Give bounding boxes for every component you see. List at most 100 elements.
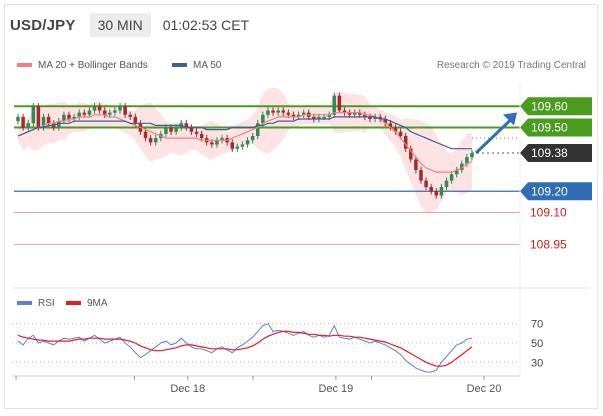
level-label-109.10: 109.10 bbox=[530, 206, 567, 220]
candle bbox=[465, 157, 469, 164]
candle bbox=[72, 116, 76, 119]
candle bbox=[82, 112, 87, 115]
candle bbox=[393, 127, 398, 132]
candle bbox=[444, 180, 449, 187]
candle bbox=[429, 187, 433, 192]
candle bbox=[312, 116, 316, 119]
ma50-line bbox=[17, 116, 472, 150]
candle bbox=[332, 95, 337, 115]
candle bbox=[220, 138, 224, 141]
nine-ma-legend-label: 9MA bbox=[87, 298, 108, 309]
candle bbox=[210, 142, 214, 145]
candle bbox=[46, 116, 51, 124]
rsi-legend-swatch bbox=[17, 301, 32, 305]
candle bbox=[363, 114, 367, 117]
ma50-legend-swatch bbox=[172, 63, 187, 67]
level-label-109.50: 109.50 bbox=[531, 121, 568, 135]
candle bbox=[215, 140, 219, 145]
bollinger-band bbox=[18, 87, 472, 214]
candle bbox=[164, 127, 168, 134]
candle bbox=[153, 138, 158, 143]
candle bbox=[102, 110, 107, 115]
candle bbox=[419, 170, 423, 181]
candle bbox=[97, 106, 102, 111]
candle bbox=[255, 123, 260, 136]
candle bbox=[235, 146, 240, 149]
candle bbox=[16, 116, 20, 122]
candle bbox=[31, 106, 36, 124]
candle bbox=[383, 119, 388, 124]
forecast-arrow bbox=[474, 118, 513, 155]
ma20-legend-swatch bbox=[17, 63, 32, 67]
timeframe-badge[interactable]: 30 MIN bbox=[89, 13, 151, 37]
candle bbox=[199, 133, 204, 139]
candle bbox=[123, 106, 127, 115]
candle bbox=[352, 112, 357, 115]
candle bbox=[271, 110, 275, 113]
ma20-legend-label: MA 20 + Bollinger Bands bbox=[38, 60, 148, 71]
chart-frame bbox=[4, 4, 598, 409]
candle bbox=[439, 187, 444, 196]
candle bbox=[460, 163, 464, 170]
candle bbox=[67, 114, 71, 119]
ma20-line bbox=[17, 111, 473, 173]
candle bbox=[21, 116, 25, 128]
ma50-legend-label: MA 50 bbox=[193, 60, 222, 71]
candle bbox=[276, 110, 280, 113]
candle bbox=[77, 112, 81, 117]
candle bbox=[26, 123, 30, 128]
level-label-109.20: 109.20 bbox=[531, 184, 568, 198]
rsi-tick-label: 30 bbox=[531, 357, 543, 369]
candle bbox=[36, 106, 41, 128]
x-tick-label: Dec 18 bbox=[170, 383, 205, 395]
candle bbox=[317, 116, 321, 119]
rsi-9ma-line bbox=[17, 330, 473, 367]
level-tag-109.60 bbox=[520, 97, 592, 116]
candle bbox=[434, 191, 439, 196]
candle bbox=[169, 127, 173, 132]
rsi-line bbox=[17, 323, 473, 373]
candle bbox=[92, 106, 97, 111]
candle bbox=[358, 112, 362, 115]
candle bbox=[261, 114, 265, 124]
candle bbox=[449, 174, 454, 181]
candle bbox=[296, 114, 301, 117]
chart-time: 01:02:53 CET bbox=[162, 17, 250, 33]
candle bbox=[148, 138, 153, 143]
candle bbox=[128, 114, 132, 117]
level-tag-109.20 bbox=[520, 182, 592, 201]
candle bbox=[143, 131, 148, 139]
level-label-109.60: 109.60 bbox=[531, 99, 568, 113]
candle bbox=[322, 116, 326, 119]
candle bbox=[327, 114, 331, 117]
candle bbox=[470, 153, 474, 158]
candle bbox=[174, 127, 178, 132]
level-label-108.95: 108.95 bbox=[530, 237, 567, 251]
level-tag-109.50 bbox=[520, 118, 592, 137]
level-tag-109.38 bbox=[520, 144, 592, 162]
x-tick-label: Dec 20 bbox=[467, 383, 502, 395]
currency-pair: USD/JPY bbox=[10, 16, 76, 34]
candle bbox=[230, 142, 235, 149]
candle bbox=[113, 110, 117, 113]
candle bbox=[87, 110, 92, 115]
candle bbox=[291, 114, 296, 117]
candle bbox=[286, 112, 291, 115]
candle bbox=[454, 170, 459, 175]
level-label-109.38: 109.38 bbox=[531, 146, 568, 160]
forecast-arrow-head bbox=[503, 112, 517, 126]
rsi-tick-label: 70 bbox=[531, 319, 543, 331]
copyright-text: Research © 2019 Trading Central bbox=[437, 60, 586, 71]
candle bbox=[189, 127, 194, 132]
candle bbox=[414, 159, 418, 170]
candle bbox=[388, 123, 393, 128]
candle bbox=[409, 148, 413, 160]
candle bbox=[368, 116, 372, 119]
candle bbox=[403, 136, 408, 149]
nine-ma-legend-swatch bbox=[66, 301, 81, 305]
candle bbox=[347, 112, 352, 115]
candle bbox=[133, 116, 138, 124]
candle bbox=[194, 131, 199, 134]
rsi-plot: 70 50 30 bbox=[12, 319, 543, 373]
